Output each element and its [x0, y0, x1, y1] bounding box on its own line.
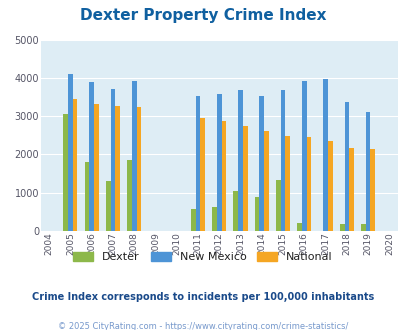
Bar: [115, 106, 119, 231]
Bar: [259, 96, 264, 231]
Bar: [216, 94, 221, 231]
Bar: [200, 118, 205, 231]
Bar: [306, 137, 311, 231]
Text: Dexter Property Crime Index: Dexter Property Crime Index: [79, 8, 326, 23]
Bar: [221, 121, 226, 231]
Bar: [84, 162, 89, 231]
Bar: [110, 89, 115, 231]
Bar: [301, 81, 306, 231]
Bar: [369, 149, 374, 231]
Bar: [132, 81, 136, 231]
Bar: [344, 102, 348, 231]
Bar: [89, 82, 94, 231]
Bar: [280, 90, 285, 231]
Bar: [94, 104, 98, 231]
Bar: [275, 180, 280, 231]
Bar: [339, 224, 344, 231]
Legend: Dexter, New Mexico, National: Dexter, New Mexico, National: [68, 248, 337, 267]
Bar: [365, 112, 369, 231]
Bar: [348, 148, 353, 231]
Bar: [72, 99, 77, 231]
Bar: [322, 80, 327, 231]
Bar: [296, 223, 301, 231]
Bar: [106, 181, 110, 231]
Bar: [285, 136, 289, 231]
Bar: [264, 131, 268, 231]
Bar: [136, 107, 141, 231]
Bar: [360, 224, 365, 231]
Bar: [254, 197, 259, 231]
Text: © 2025 CityRating.com - https://www.cityrating.com/crime-statistics/: © 2025 CityRating.com - https://www.city…: [58, 322, 347, 330]
Bar: [233, 191, 238, 231]
Bar: [63, 114, 68, 231]
Bar: [238, 90, 242, 231]
Text: Crime Index corresponds to incidents per 100,000 inhabitants: Crime Index corresponds to incidents per…: [32, 292, 373, 302]
Bar: [68, 74, 72, 231]
Bar: [327, 141, 332, 231]
Bar: [190, 209, 195, 231]
Bar: [242, 126, 247, 231]
Bar: [212, 207, 216, 231]
Bar: [195, 96, 200, 231]
Bar: [127, 160, 132, 231]
